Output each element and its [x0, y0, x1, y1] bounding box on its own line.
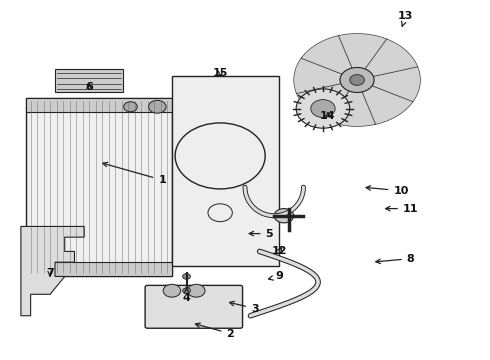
Circle shape — [123, 102, 137, 112]
Text: 2: 2 — [196, 323, 234, 339]
Circle shape — [163, 284, 181, 297]
Text: 7: 7 — [46, 268, 54, 278]
Text: 9: 9 — [269, 271, 283, 282]
Polygon shape — [21, 226, 84, 316]
FancyBboxPatch shape — [26, 262, 172, 276]
Polygon shape — [357, 66, 420, 102]
Text: 5: 5 — [249, 229, 273, 239]
Text: 4: 4 — [183, 287, 191, 303]
Circle shape — [183, 274, 191, 279]
FancyBboxPatch shape — [172, 76, 279, 266]
Text: 8: 8 — [376, 253, 415, 264]
Text: 6: 6 — [85, 82, 93, 92]
Polygon shape — [301, 35, 357, 80]
FancyBboxPatch shape — [145, 285, 243, 328]
Text: 10: 10 — [366, 186, 409, 196]
Text: 3: 3 — [230, 301, 259, 314]
FancyBboxPatch shape — [26, 98, 172, 276]
Polygon shape — [357, 39, 418, 80]
Polygon shape — [296, 80, 357, 121]
Text: 12: 12 — [271, 247, 287, 256]
Circle shape — [340, 67, 374, 93]
Circle shape — [148, 100, 166, 113]
Circle shape — [311, 100, 335, 117]
Circle shape — [188, 284, 205, 297]
Text: 15: 15 — [213, 68, 228, 78]
FancyBboxPatch shape — [55, 69, 123, 93]
Circle shape — [296, 89, 350, 128]
Polygon shape — [327, 80, 376, 126]
FancyBboxPatch shape — [26, 98, 172, 112]
Circle shape — [350, 75, 365, 85]
Polygon shape — [357, 80, 413, 125]
Polygon shape — [294, 58, 357, 94]
Text: 14: 14 — [320, 111, 336, 121]
Polygon shape — [338, 33, 388, 80]
Circle shape — [183, 288, 191, 294]
Text: 13: 13 — [398, 11, 414, 26]
Text: 1: 1 — [103, 162, 166, 185]
Text: 11: 11 — [386, 203, 418, 213]
Circle shape — [274, 208, 294, 223]
